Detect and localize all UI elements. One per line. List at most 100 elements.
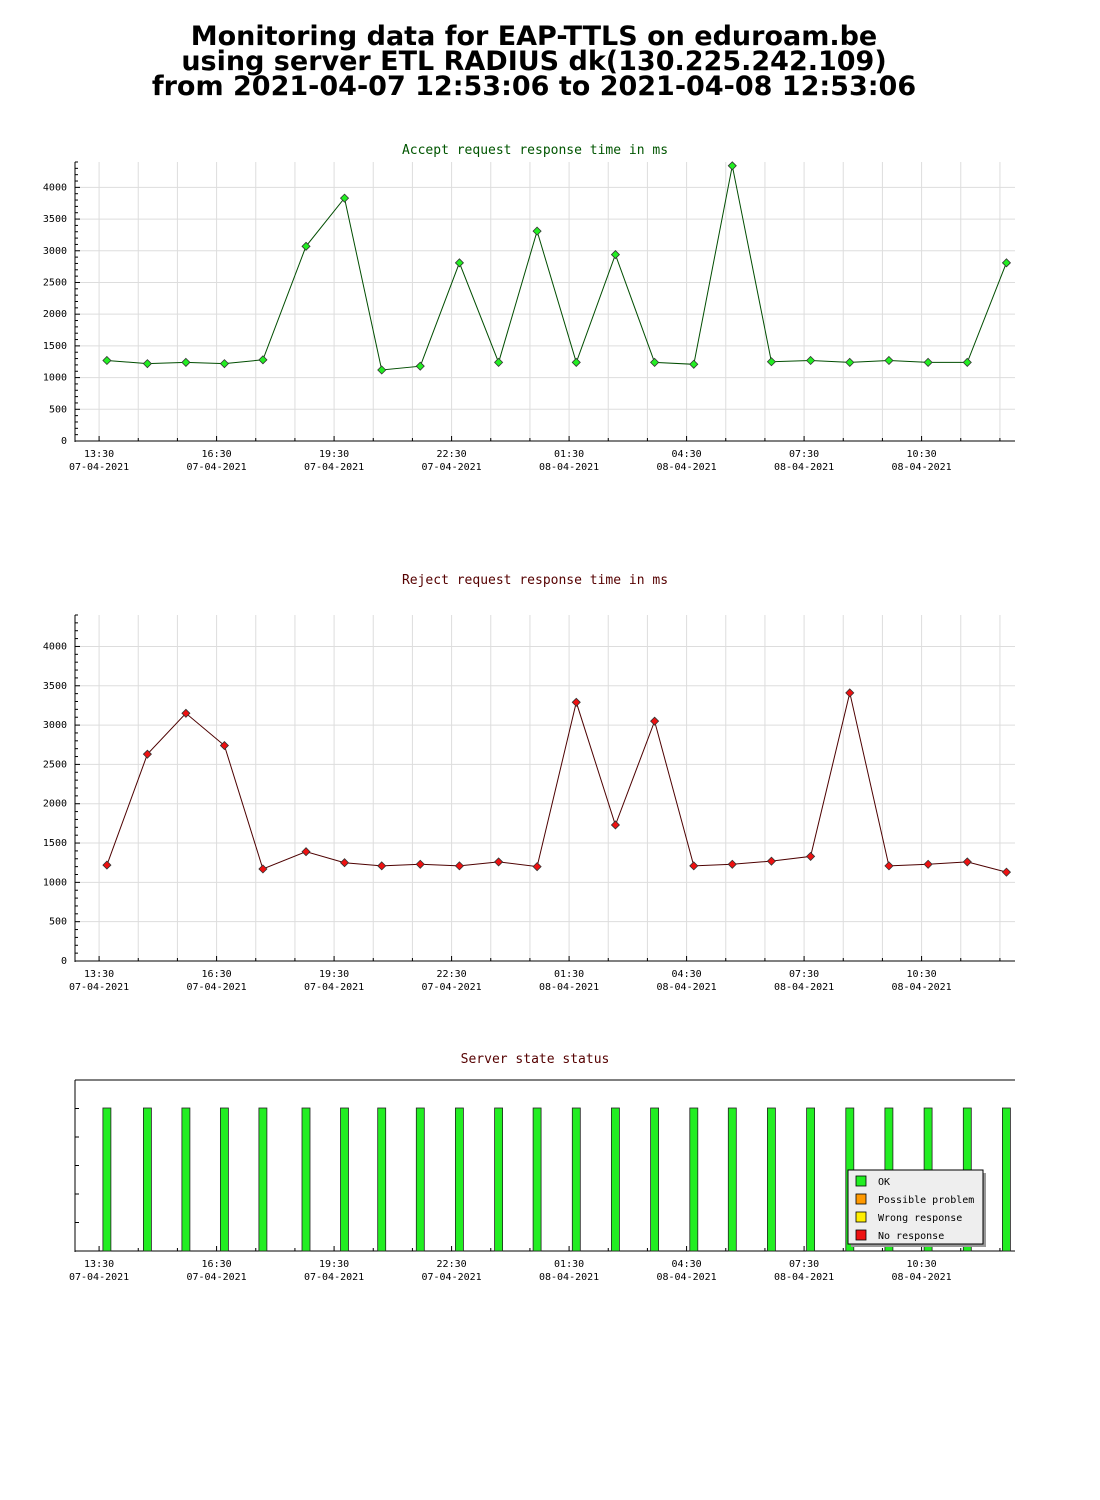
- data-point: [884, 355, 894, 366]
- data-point: [377, 365, 387, 375]
- data-point: [532, 226, 542, 236]
- data-point: [650, 357, 660, 367]
- x-tick-label-time: 01:30: [554, 1259, 584, 1270]
- x-tick-label-date: 08-04-2021: [656, 462, 716, 473]
- data-point: [962, 857, 972, 867]
- status-bar: [611, 1107, 620, 1252]
- title-line-1: Monitoring data for EAP-TTLS on eduroam.…: [190, 21, 878, 52]
- data-point: [1001, 258, 1012, 268]
- x-tick-label-time: 04:30: [672, 449, 702, 460]
- x-tick-label-date: 07-04-2021: [69, 982, 129, 993]
- x-tick-label-time: 16:30: [202, 1259, 232, 1270]
- x-tick-label-time: 19:30: [319, 1259, 349, 1270]
- series-line: [106, 165, 1007, 371]
- y-tick-label: 500: [49, 404, 67, 415]
- status-bar: [258, 1107, 268, 1252]
- status-bar: [532, 1107, 542, 1252]
- chart-title: Server state status: [461, 1052, 610, 1067]
- data-point: [301, 847, 311, 857]
- x-tick-label-time: 19:30: [319, 969, 349, 980]
- x-tick-label-date: 07-04-2021: [186, 462, 246, 473]
- y-tick-label: 3000: [43, 246, 67, 257]
- x-tick-label-date: 07-04-2021: [304, 1272, 364, 1283]
- y-tick-label: 0: [61, 436, 67, 447]
- y-tick-label: 1000: [43, 877, 67, 888]
- data-point: [339, 193, 350, 203]
- title-line-3: from 2021-04-07 12:53:06 to 2021-04-08 1…: [151, 71, 917, 102]
- x-tick-label-time: 10:30: [907, 1259, 937, 1270]
- status-bar: [650, 1107, 659, 1252]
- x-tick-label-time: 13:30: [84, 1259, 114, 1270]
- data-point: [377, 861, 387, 871]
- x-tick-label-date: 08-04-2021: [539, 1272, 599, 1283]
- x-tick-label-time: 01:30: [554, 969, 584, 980]
- data-point: [689, 861, 699, 871]
- y-tick-label: 1000: [43, 373, 67, 384]
- status-bar: [689, 1107, 699, 1252]
- y-tick-label: 4000: [43, 641, 67, 652]
- x-tick-label-date: 08-04-2021: [539, 462, 599, 473]
- data-point: [181, 708, 191, 718]
- status-bar: [415, 1107, 425, 1252]
- accept-response-chart: Accept request response time in ms 0 500 10…: [43, 143, 1015, 473]
- x-tick-label-time: 04:30: [672, 969, 702, 980]
- data-point: [766, 856, 777, 866]
- data-point: [494, 857, 504, 867]
- y-tick-label: 3500: [43, 681, 67, 692]
- x-tick-label-time: 13:30: [84, 969, 114, 980]
- data-point: [610, 820, 621, 830]
- data-point: [923, 859, 933, 869]
- data-point: [727, 161, 737, 171]
- data-point: [415, 859, 425, 869]
- status-bar: [806, 1107, 815, 1252]
- y-tick-label: 2500: [43, 759, 67, 770]
- chart-title: Accept request response time in ms: [402, 143, 668, 158]
- status-bar: [454, 1107, 464, 1252]
- status-bar: [142, 1107, 152, 1252]
- data-point: [532, 862, 542, 872]
- data-point: [181, 357, 191, 367]
- legend-box: [847, 1169, 984, 1245]
- x-tick-label-date: 08-04-2021: [539, 982, 599, 993]
- x-tick-label-time: 07:30: [789, 449, 819, 460]
- x-tick-label-time: 07:30: [789, 1259, 819, 1270]
- legend-swatch: [855, 1229, 867, 1241]
- legend-swatch: [855, 1193, 867, 1205]
- data-point: [962, 357, 972, 367]
- data-point: [494, 357, 504, 367]
- status-bar: [494, 1107, 504, 1252]
- y-tick-label: 2000: [43, 799, 67, 810]
- data-point: [258, 355, 268, 365]
- x-tick-label-date: 07-04-2021: [304, 982, 364, 993]
- data-point: [766, 357, 777, 367]
- legend-label: Possible problem: [878, 1195, 974, 1206]
- data-point: [339, 858, 350, 868]
- x-tick-label-date: 07-04-2021: [421, 982, 481, 993]
- x-tick-label-date: 08-04-2021: [891, 1272, 951, 1283]
- legend-swatch: [855, 1211, 867, 1223]
- data-point: [219, 359, 229, 369]
- data-point: [258, 864, 268, 874]
- data-point: [650, 716, 660, 726]
- x-tick-label-date: 08-04-2021: [774, 1272, 834, 1283]
- data-point: [454, 861, 464, 871]
- y-tick-label: 3000: [43, 720, 67, 731]
- data-point: [142, 749, 152, 759]
- x-tick-label-time: 10:30: [907, 449, 937, 460]
- y-tick-label: 0: [61, 956, 67, 967]
- reject-response-chart: Reject request response time in ms 0 500 10…: [43, 573, 1015, 993]
- x-tick-label-time: 19:30: [319, 449, 349, 460]
- y-tick-label: 2500: [43, 277, 67, 288]
- x-tick-label-time: 22:30: [437, 449, 467, 460]
- data-point: [845, 357, 855, 367]
- legend-label: Wrong response: [878, 1213, 962, 1224]
- chart-title: Reject request response time in ms: [402, 573, 668, 588]
- y-tick-label: 1500: [43, 838, 67, 849]
- data-point: [102, 860, 112, 870]
- data-point: [142, 359, 152, 369]
- status-bar: [102, 1107, 112, 1252]
- data-point: [806, 355, 816, 366]
- x-tick-label-date: 07-04-2021: [304, 462, 364, 473]
- page-title: Monitoring data for EAP-TTLS on eduroam.…: [0, 21, 1068, 102]
- x-tick-label-date: 08-04-2021: [656, 1272, 716, 1283]
